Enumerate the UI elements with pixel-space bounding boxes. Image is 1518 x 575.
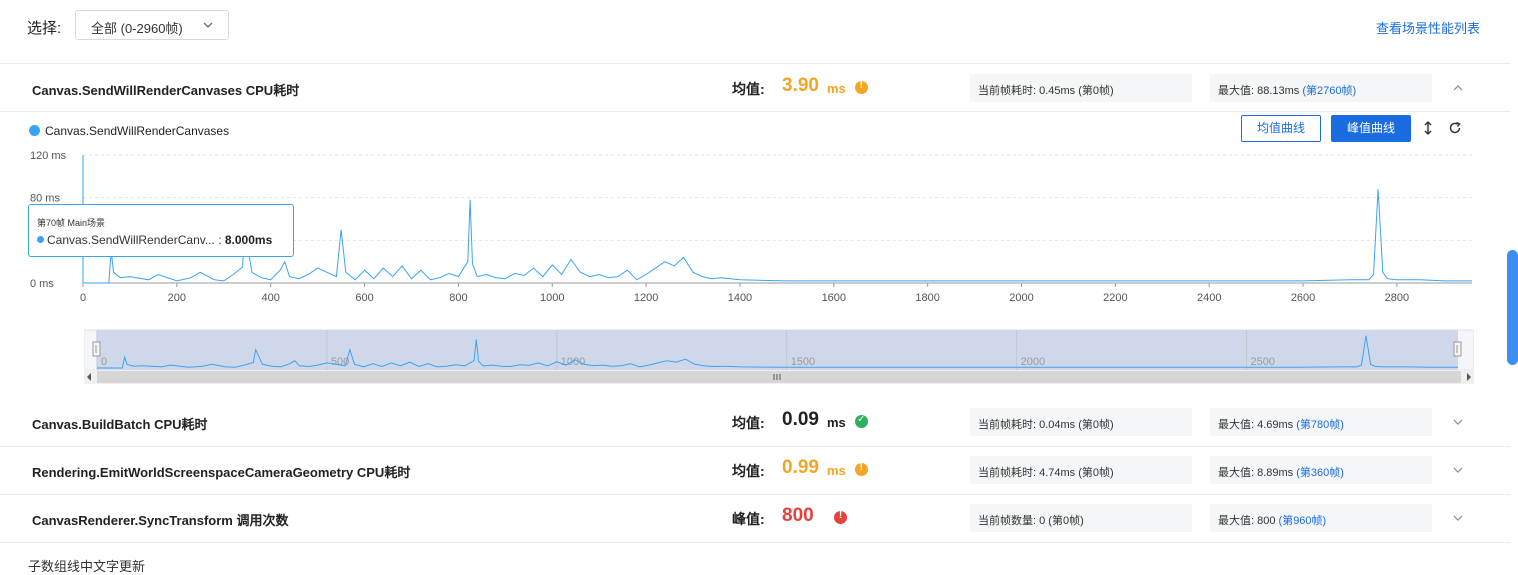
metric-avg-value: 3.90 — [782, 75, 819, 96]
frame-range-select[interactable]: 全部 (0-2960帧) — [75, 10, 229, 40]
peak-curve-button[interactable]: 峰值曲线 — [1331, 115, 1411, 142]
chevron-down-icon — [203, 22, 213, 28]
x-tick-label: 2600 — [1291, 292, 1315, 304]
max-value: 最大值: 800 (第960帧) — [1210, 504, 1432, 532]
current-frame-count: 当前帧数量: 0 (第0帧) — [970, 504, 1192, 532]
y-tick-label: 0 ms — [30, 278, 54, 290]
max-value: 最大值: 8.89ms (第360帧) — [1210, 456, 1432, 484]
metric-avg-label: 均值: — [732, 415, 765, 431]
metric-unit: ms — [826, 463, 846, 478]
x-tick-label: 1800 — [915, 292, 939, 304]
tooltip-title: 第70帧 Main场景 — [37, 218, 106, 228]
x-tick-label: 200 — [168, 292, 186, 304]
metric-unit: ms — [826, 81, 846, 96]
x-tick-label: 1200 — [634, 292, 658, 304]
x-tick-label: 1400 — [728, 292, 752, 304]
current-frame-value: 当前帧耗时: 4.74ms (第0帧) — [970, 456, 1192, 484]
navigator-tick-label: 500 — [331, 356, 349, 368]
metric-row[interactable]: CanvasRenderer.SyncTransform 调用次数 峰值: 80… — [0, 494, 1510, 542]
x-tick-label: 2800 — [1385, 292, 1409, 304]
chevron-down-icon[interactable] — [1452, 416, 1464, 428]
max-frame-link[interactable]: (第360帧) — [1296, 467, 1344, 479]
chevron-up-icon[interactable] — [1452, 82, 1464, 94]
scroll-right-arrow-icon — [1467, 373, 1471, 381]
max-frame-link[interactable]: (第960帧) — [1278, 515, 1327, 527]
metric-name: Rendering.EmitWorldScreenspaceCameraGeom… — [32, 465, 411, 480]
navigator-tick-label: 2000 — [1021, 356, 1045, 368]
check-icon: ✓ — [854, 414, 868, 428]
x-tick-label: 1600 — [822, 292, 846, 304]
series-line — [83, 189, 1472, 284]
metric-avg-label: 均值: — [732, 463, 765, 479]
metric-unit: ms — [826, 415, 846, 430]
x-tick-label: 800 — [449, 292, 467, 304]
max-value: 最大值: 4.69ms (第780帧) — [1210, 408, 1432, 436]
metric-row[interactable]: Canvas.SendWillRenderCanvases CPU耗时 均值: … — [0, 64, 1510, 112]
metric-avg-value: 0.99 — [782, 457, 819, 478]
max-frame-link[interactable]: (第780帧) — [1296, 419, 1344, 431]
tooltip-row: Canvas.SendWillRenderCanv... : 8.000ms — [37, 233, 272, 247]
section-heading: 子数组线中文字更新 — [28, 559, 146, 574]
refresh-icon[interactable] — [1448, 121, 1462, 135]
warning-icon: ! — [854, 462, 868, 476]
divider — [0, 494, 1510, 495]
metric-peak-value: 800 — [782, 505, 814, 526]
metric-name: CanvasRenderer.SyncTransform 调用次数 — [32, 513, 289, 528]
current-frame-value: 当前帧耗时: 0.45ms (第0帧) — [970, 74, 1192, 102]
max-frame-link[interactable]: (第2760帧) — [1302, 85, 1357, 97]
x-tick-label: 2400 — [1197, 292, 1221, 304]
tooltip-series: Canvas.SendWillRenderCanv... — [47, 233, 215, 247]
max-value: 最大值: 88.13ms (第2760帧) — [1210, 74, 1432, 102]
divider — [0, 542, 1510, 543]
range-navigator[interactable]: 0 500 1000 1500 2000 2500 — [84, 328, 1474, 386]
legend-marker — [29, 125, 40, 136]
x-tick-label: 600 — [355, 292, 373, 304]
metric-name: Canvas.BuildBatch CPU耗时 — [32, 417, 208, 432]
navigator-tick-label: 0 — [101, 356, 107, 368]
x-tick-label: 400 — [262, 292, 280, 304]
metric-name: Canvas.SendWillRenderCanvases CPU耗时 — [32, 83, 300, 98]
x-tick-label: 2000 — [1009, 292, 1033, 304]
frame-range-value: 全部 (0-2960帧) — [91, 21, 183, 36]
vertical-resize-icon[interactable] — [1421, 121, 1435, 135]
navigator-tick-label: 2500 — [1250, 356, 1274, 368]
scroll-left-arrow-icon — [87, 373, 91, 381]
y-tick-label: 80 ms — [30, 193, 60, 205]
chevron-down-icon[interactable] — [1452, 464, 1464, 476]
metric-avg-value: 0.09 — [782, 409, 819, 430]
x-tick-label: 2200 — [1103, 292, 1127, 304]
current-frame-value: 当前帧耗时: 0.04ms (第0帧) — [970, 408, 1192, 436]
warning-icon: ! — [854, 80, 868, 94]
metric-row[interactable]: Rendering.EmitWorldScreenspaceCameraGeom… — [0, 446, 1510, 494]
select-label: 选择: — [27, 20, 62, 37]
y-tick-label: 120 ms — [30, 150, 67, 162]
chart-tooltip: 第70帧 Main场景 Canvas.SendWillRenderCanv...… — [28, 204, 294, 257]
x-tick-label: 0 — [80, 292, 86, 304]
navigator-tick-label: 1500 — [791, 356, 815, 368]
scene-performance-list-link[interactable]: 查看场景性能列表 — [1375, 21, 1480, 36]
divider — [0, 111, 1510, 112]
metric-row[interactable]: Canvas.BuildBatch CPU耗时 均值: 0.09 ms ✓ 当前… — [0, 398, 1510, 446]
legend-label[interactable]: Canvas.SendWillRenderCanvases — [45, 124, 230, 138]
x-tick-label: 1000 — [540, 292, 564, 304]
navigator-scroll-thumb — [97, 371, 1461, 383]
divider — [0, 446, 1510, 447]
tooltip-value: 8.000ms — [224, 233, 273, 247]
metric-avg-label: 均值: — [732, 81, 765, 97]
navigator-series-line — [97, 335, 1458, 369]
page-scrollbar-thumb[interactable] — [1507, 250, 1518, 365]
metric-peak-label: 峰值: — [732, 511, 765, 527]
error-icon: ! — [834, 510, 847, 524]
divider — [0, 63, 1510, 64]
chevron-down-icon[interactable] — [1452, 512, 1464, 524]
navigator-tick-label: 1000 — [561, 356, 585, 368]
average-curve-button[interactable]: 均值曲线 — [1241, 115, 1321, 142]
